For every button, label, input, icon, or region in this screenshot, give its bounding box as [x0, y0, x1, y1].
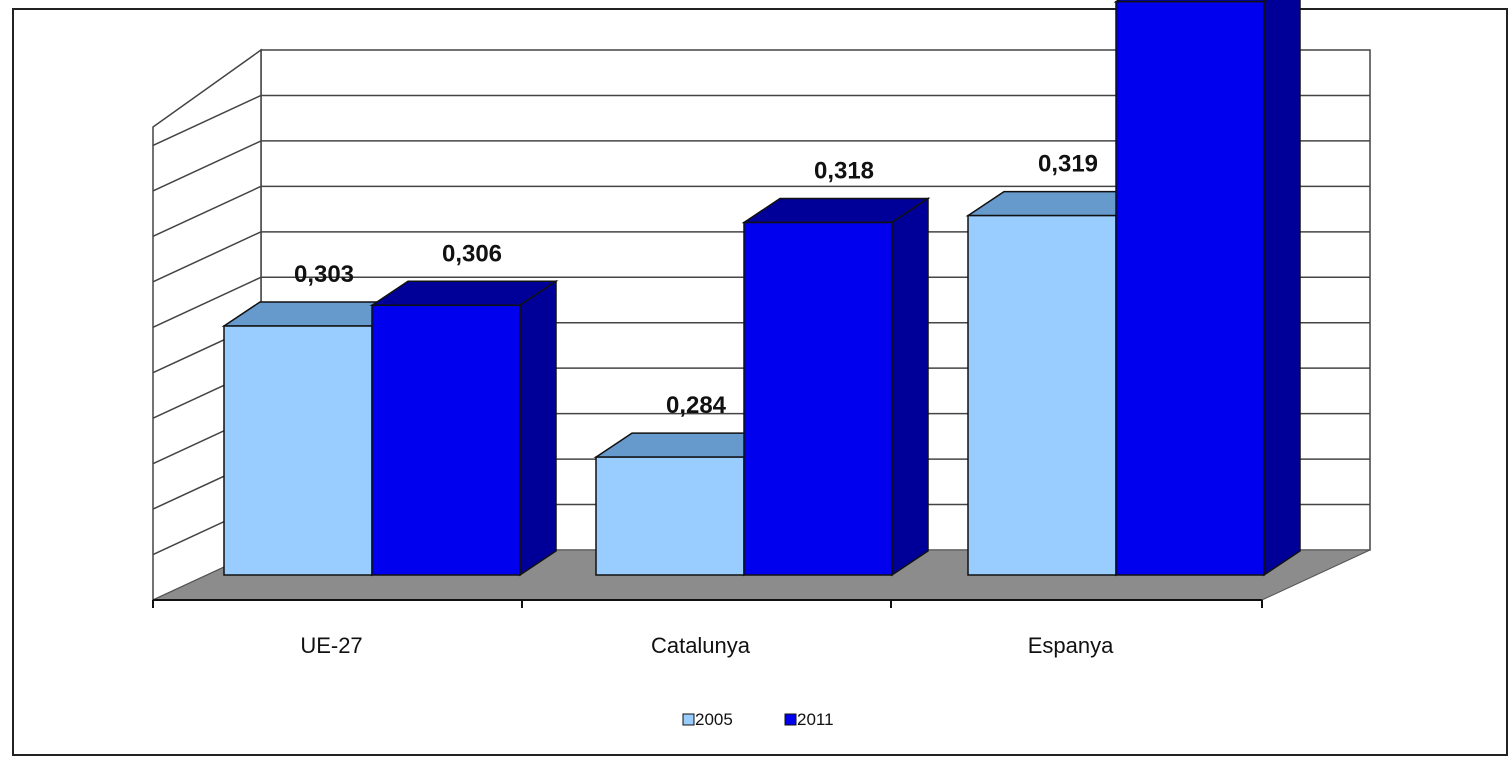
bar-front-face — [1115, 0, 1265, 576]
bar-2011-espanya — [1113, 0, 1301, 577]
data-label: 0,306 — [442, 240, 502, 267]
legend-label-2005: 2005 — [695, 710, 733, 729]
bar-front-face — [223, 325, 373, 576]
chart-frame — [12, 8, 1508, 756]
legend: 2005 2011 — [682, 710, 834, 729]
bar-front-face — [743, 221, 893, 576]
x-tick-label: UE-27 — [300, 633, 362, 658]
side-gridline — [152, 276, 262, 328]
chart-bars — [221, 0, 1301, 577]
bar-front-face — [595, 456, 745, 576]
legend-swatch-2005 — [682, 713, 695, 726]
bar-side-face — [891, 197, 929, 577]
legend-swatch-2011 — [784, 713, 797, 726]
x-tick-label: Espanya — [1028, 633, 1114, 658]
x-axis: UE-27 Catalunya Espanya — [152, 599, 1263, 658]
side-gridline — [152, 94, 262, 147]
legend-label-2011: 2011 — [797, 710, 834, 729]
bar-front-face — [967, 214, 1117, 576]
data-label: 0,303 — [294, 261, 354, 288]
data-label: 0,284 — [666, 392, 727, 419]
data-label: 0,318 — [814, 158, 874, 185]
bar-2011-ue-27 — [369, 279, 559, 577]
bar-side-face — [1263, 0, 1301, 577]
bar-side-face — [519, 279, 557, 577]
side-gridline — [152, 185, 262, 238]
bar-front-face — [371, 304, 521, 576]
x-tick-label: Catalunya — [651, 633, 751, 658]
bar-2011-catalunya — [741, 197, 931, 577]
data-label: 0,319 — [1038, 151, 1098, 178]
side-gridline — [152, 231, 262, 283]
side-gridline — [152, 140, 262, 192]
